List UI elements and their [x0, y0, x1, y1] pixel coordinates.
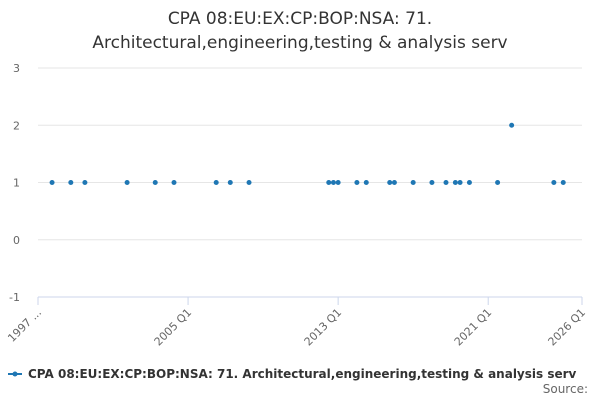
point: [335, 180, 341, 185]
point: [560, 180, 566, 185]
point: [246, 180, 252, 185]
legend-label: CPA 08:EU:EX:CP:BOP:NSA: 71. Architectur…: [28, 367, 577, 381]
y-tick-label: 3: [13, 62, 20, 75]
x-tick-label: 2013 Q1: [302, 306, 345, 349]
point: [466, 180, 472, 185]
point: [49, 180, 55, 185]
point: [509, 122, 515, 128]
point: [363, 180, 369, 185]
source: Source:: [543, 382, 588, 396]
point: [443, 180, 449, 185]
y-tick-label: 2: [13, 119, 20, 132]
point: [124, 180, 130, 185]
point: [330, 180, 336, 185]
point: [354, 180, 360, 185]
point: [495, 180, 501, 185]
point: [387, 180, 393, 185]
chart-title: Architectural,engineering,testing & anal…: [92, 33, 507, 53]
point: [429, 180, 435, 185]
x-tick-label: 2026 Q1: [546, 306, 589, 349]
point: [227, 180, 233, 185]
y-tick-label: 0: [13, 234, 20, 247]
point: [171, 180, 177, 185]
point: [213, 180, 219, 185]
point: [68, 180, 74, 185]
point: [410, 180, 416, 185]
point: [82, 180, 88, 185]
x-tick-label: 2005 Q1: [152, 306, 195, 349]
y-tick-label: -1: [9, 291, 20, 304]
x-tick-label: 2021 Q1: [452, 306, 495, 349]
point: [551, 180, 557, 185]
chart-title: CPA 08:EU:EX:CP:BOP:NSA: 71.: [168, 9, 432, 29]
point: [457, 180, 463, 185]
point: [326, 180, 332, 185]
point: [391, 180, 397, 185]
y-tick-label: 1: [13, 177, 20, 190]
point: [152, 180, 158, 185]
point: [452, 180, 458, 185]
legend-marker: [12, 371, 18, 377]
x-tick-label: 1997 ...: [5, 306, 44, 345]
